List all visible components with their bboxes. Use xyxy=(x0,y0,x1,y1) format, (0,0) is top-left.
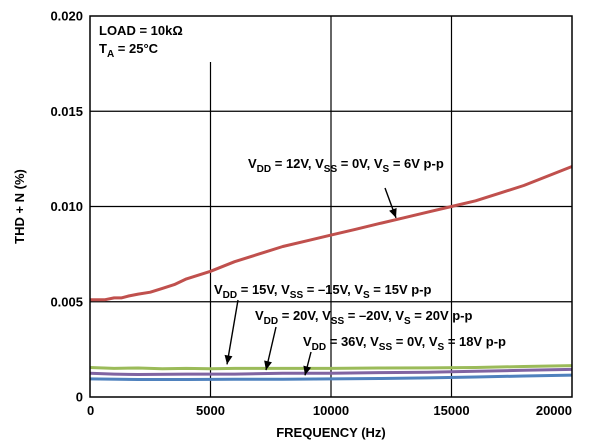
series-label: VDD = 20V, VSS = –20V, VS = 20V p-p xyxy=(255,308,473,327)
tick-labels: 0 0.005 0.010 0.015 0.020 0 5000 10000 15000 2000… xyxy=(50,9,572,419)
annotation-labels: VDD = 12V, VSS = 0V, VS = 6V p-p VDD = 15… xyxy=(214,156,506,353)
annotation-arrow xyxy=(226,299,239,365)
load-condition: LOAD = 10kΩ xyxy=(99,23,183,38)
y-tick-label: 0.015 xyxy=(50,104,83,119)
x-tick-label: 10000 xyxy=(313,403,349,418)
y-tick-label: 0.020 xyxy=(50,9,83,24)
arrowhead xyxy=(224,354,233,365)
series-line xyxy=(89,373,573,381)
x-axis-title: FREQUENCY (Hz) xyxy=(276,425,386,440)
series-label: VDD = 36V, VSS = 0V, VS = 18V p-p xyxy=(303,334,506,353)
series-line xyxy=(89,364,573,371)
series-line xyxy=(90,165,573,302)
arrowhead xyxy=(389,208,397,218)
series-label: VDD = 12V, VSS = 0V, VS = 6V p-p xyxy=(248,156,444,175)
x-tick-label: 5000 xyxy=(196,403,225,418)
x-tick-label: 15000 xyxy=(433,403,469,418)
annotation-arrows xyxy=(224,187,397,376)
series-line xyxy=(89,367,573,376)
series-lines xyxy=(89,165,573,381)
y-tick-label: 0.010 xyxy=(50,199,83,214)
y-axis-title: THD + N (%) xyxy=(12,169,27,244)
x-tick-label: 20000 xyxy=(536,403,572,418)
series-label: VDD = 15V, VSS = –15V, VS = 15V p-p xyxy=(214,282,432,301)
temperature-condition: TA = 25°C xyxy=(99,41,159,60)
x-tick-label: 0 xyxy=(87,403,94,418)
y-tick-label: 0.005 xyxy=(50,294,83,309)
y-tick-label: 0 xyxy=(76,390,83,405)
arrowhead xyxy=(264,360,272,371)
arrowhead xyxy=(303,365,312,376)
plot-frame xyxy=(89,15,573,398)
